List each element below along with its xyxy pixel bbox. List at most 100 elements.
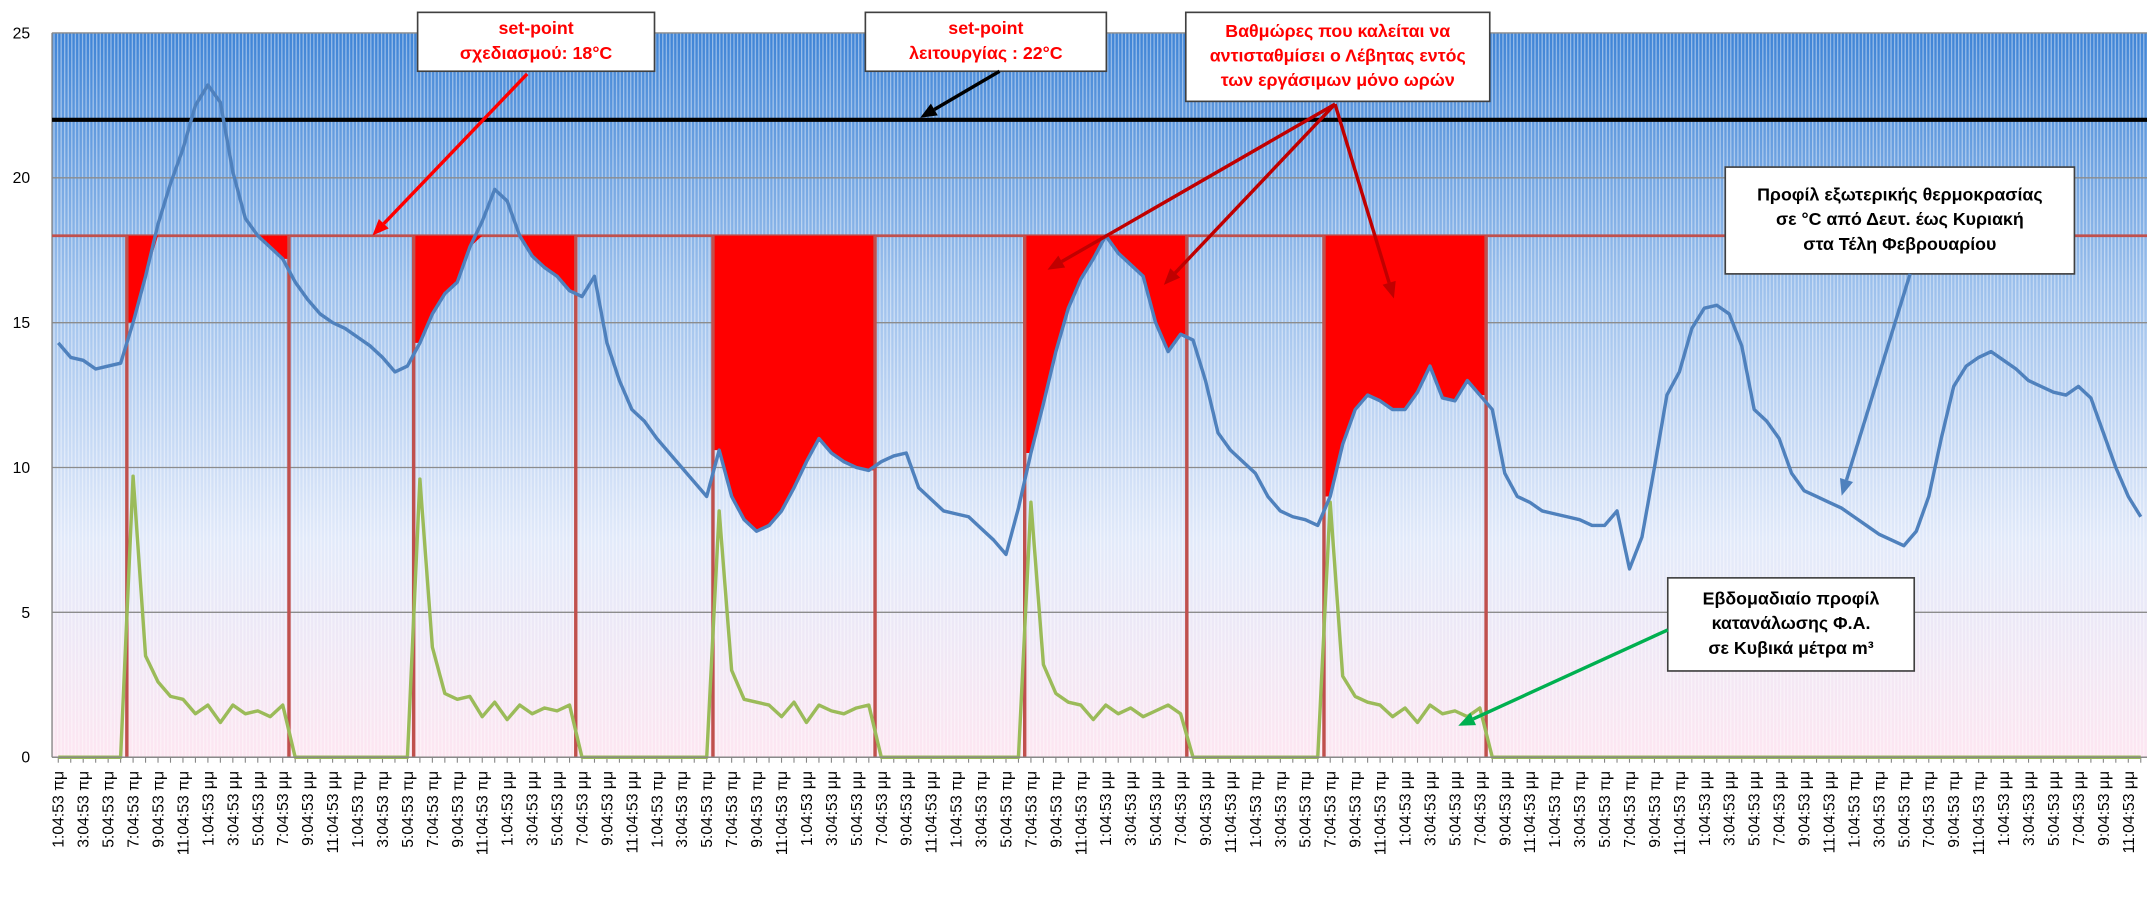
x-tick-label: 7:04:53 μμ (2071, 771, 2088, 846)
x-tick-label: 5:04:53 μμ (1148, 771, 1165, 846)
annotation-text: Βαθμώρες που καλείται να (1225, 21, 1450, 41)
x-tick-label: 7:04:53 μμ (275, 771, 292, 846)
x-tick-label: 11:04:53 μμ (2121, 771, 2138, 854)
x-tick-label: 9:04:53 πμ (1946, 771, 1963, 848)
arrow-line (1173, 102, 1337, 275)
x-tick-label: 7:04:53 μμ (574, 771, 591, 846)
deficit-area (413, 235, 576, 343)
x-tick-label: 1:04:53 πμ (350, 771, 367, 848)
x-tick-label: 5:04:53 πμ (1597, 771, 1614, 848)
annotation-text: σχεδιασμού: 18°C (460, 43, 613, 63)
x-tick-label: 7:04:53 πμ (1323, 771, 1340, 848)
x-tick-label: 1:04:53 πμ (649, 771, 666, 848)
x-tick-label: 7:04:53 μμ (1772, 771, 1789, 846)
x-tick-label: 1:04:53 πμ (51, 771, 68, 848)
x-tick-label: 9:04:53 μμ (2096, 771, 2113, 846)
arrow-head (1163, 268, 1181, 285)
x-tick-label: 1:04:53 πμ (1846, 771, 1863, 848)
annotation-text: κατανάλωσης Φ.Α. (1712, 613, 1871, 633)
arrow-head (372, 218, 389, 236)
x-tick-label: 1:04:53 μμ (1996, 771, 2013, 846)
x-tick-label: 3:04:53 μμ (525, 771, 542, 846)
x-tick-label: 1:04:53 μμ (1098, 771, 1115, 846)
x-tick-label: 11:04:53 πμ (175, 771, 192, 855)
x-tick-label: 5:04:53 μμ (250, 771, 267, 846)
arrow-line (1060, 102, 1336, 264)
annotation-box (864, 11, 1108, 73)
x-tick-label: 7:04:53 πμ (1622, 771, 1639, 848)
x-tick-label: 1:04:53 μμ (799, 771, 816, 846)
x-tick-label: 7:04:53 πμ (1921, 771, 1938, 848)
x-tick-label: 5:04:53 πμ (998, 771, 1015, 848)
y-tick-label: 5 (21, 605, 30, 622)
annotation-box (1666, 577, 1916, 672)
x-tick-label: 5:04:53 μμ (550, 771, 567, 846)
x-tick-label: 9:04:53 πμ (151, 771, 168, 848)
annotation-text: των εργάσιμων μόνο ωρών (1221, 70, 1455, 90)
x-tick-label: 3:04:53 πμ (1871, 771, 1888, 848)
x-tick-label: 11:04:53 πμ (1373, 771, 1390, 855)
deficit-area (1024, 235, 1187, 454)
annotation-box (1184, 11, 1491, 103)
arrow-line (933, 69, 1001, 111)
data-line (56, 83, 2143, 571)
x-tick-label: 3:04:53 πμ (1572, 771, 1589, 848)
arrow-line (1472, 628, 1669, 721)
x-tick-label: 1:04:53 πμ (1547, 771, 1564, 848)
x-tick-label: 1:04:53 μμ (1398, 771, 1415, 846)
x-tick-label: 5:04:53 μμ (1747, 771, 1764, 846)
x-tick-label: 7:04:53 μμ (874, 771, 891, 846)
x-tick-label: 3:04:53 πμ (974, 771, 991, 848)
arrow-line (1333, 103, 1391, 284)
x-tick-label: 9:04:53 μμ (899, 771, 916, 846)
x-tick-label: 3:04:53 μμ (1722, 771, 1739, 846)
deficit-area (1323, 235, 1487, 497)
x-tick-label: 5:04:53 πμ (699, 771, 716, 848)
x-tick-label: 11:04:53 μμ (624, 771, 641, 854)
x-tick-label: 5:04:53 πμ (101, 771, 118, 848)
x-tick-label: 3:04:53 πμ (76, 771, 93, 848)
annotation-text: set-point (498, 18, 573, 38)
x-tick-label: 11:04:53 πμ (774, 771, 791, 855)
x-tick-label: 11:04:53 μμ (1522, 771, 1539, 854)
y-tick-label: 0 (21, 750, 30, 767)
x-tick-label: 9:04:53 πμ (749, 771, 766, 848)
x-tick-label: 9:04:53 μμ (300, 771, 317, 846)
x-tick-label: 7:04:53 πμ (425, 771, 442, 848)
x-tick-label: 1:04:53 μμ (1697, 771, 1714, 846)
arrow-head (1839, 477, 1854, 496)
x-tick-label: 7:04:53 πμ (126, 771, 143, 848)
x-tick-label: 1:04:53 πμ (949, 771, 966, 848)
x-tick-label: 3:04:53 μμ (1422, 771, 1439, 846)
x-tick-label: 5:04:53 μμ (849, 771, 866, 846)
annotation-box (1724, 166, 2076, 275)
x-tick-label: 11:04:53 πμ (1971, 771, 1988, 855)
arrow-line (382, 72, 529, 225)
annotation-text: αντισταθμίσει ο Λέβητας εντός (1210, 46, 1466, 66)
x-tick-label: 9:04:53 μμ (1198, 771, 1215, 846)
x-tick-label: 11:04:53 μμ (1821, 771, 1838, 854)
x-tick-label: 5:04:53 μμ (1447, 771, 1464, 846)
x-tick-label: 7:04:53 μμ (1173, 771, 1190, 846)
x-tick-label: 7:04:53 πμ (1023, 771, 1040, 848)
x-tick-label: 1:04:53 μμ (200, 771, 217, 846)
x-tick-label: 1:04:53 πμ (1248, 771, 1265, 848)
x-tick-label: 9:04:53 πμ (1647, 771, 1664, 848)
x-tick-label: 11:04:53 πμ (475, 771, 492, 855)
x-tick-label: 5:04:53 πμ (400, 771, 417, 848)
x-tick-label: 3:04:53 μμ (225, 771, 242, 846)
annotation-text: σε °C από Δευτ. έως Κυριακή (1776, 209, 2024, 229)
y-tick-label: 20 (13, 170, 31, 187)
x-tick-label: 3:04:53 πμ (1273, 771, 1290, 848)
x-tick-label: 5:04:53 μμ (2046, 771, 2063, 846)
x-tick-label: 3:04:53 μμ (824, 771, 841, 846)
x-tick-label: 7:04:53 μμ (1472, 771, 1489, 846)
x-tick-label: 9:04:53 πμ (450, 771, 467, 848)
y-tick-label: 15 (13, 315, 31, 332)
deficit-area (712, 235, 876, 532)
x-tick-label: 5:04:53 πμ (1298, 771, 1315, 848)
annotation-box (416, 11, 656, 73)
arrow-line (1844, 273, 1912, 481)
y-tick-label: 25 (13, 25, 31, 42)
arrow-head (1458, 712, 1477, 726)
